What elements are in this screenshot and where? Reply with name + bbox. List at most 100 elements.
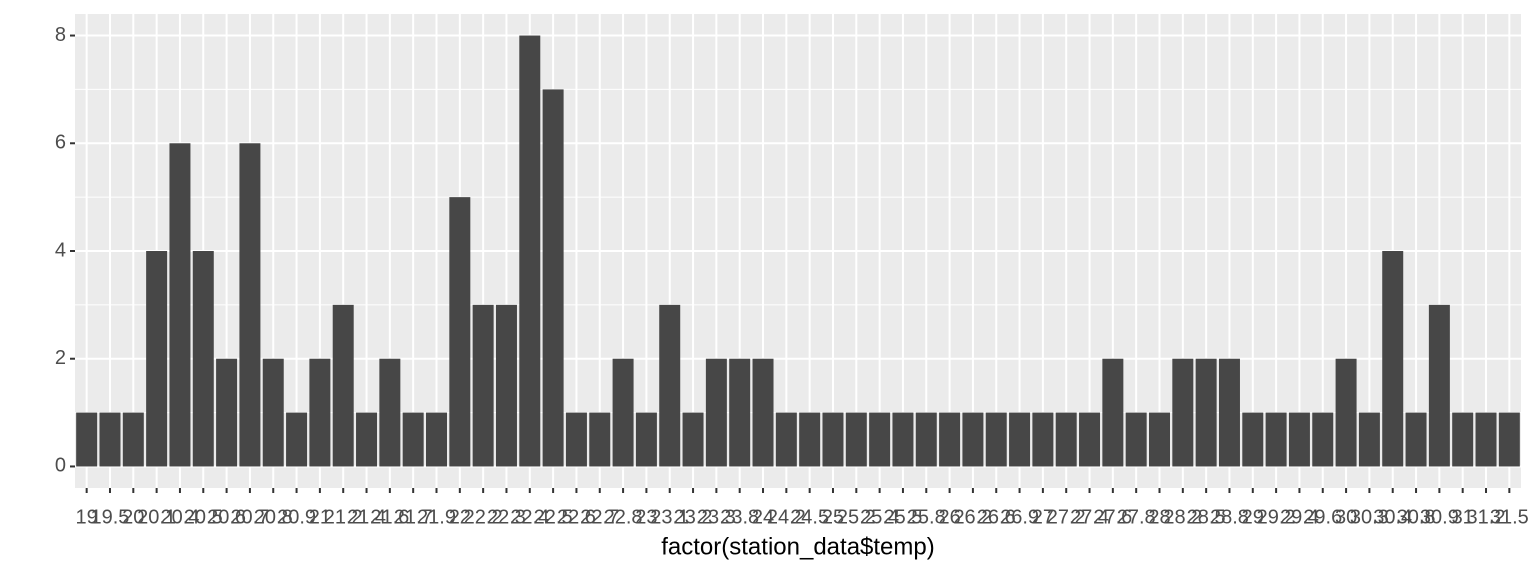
x-tick-label: 30.9 — [1420, 506, 1459, 528]
bar — [1452, 412, 1474, 467]
x-tick-label: 22 — [449, 506, 471, 528]
bar — [146, 251, 168, 467]
x-tick-label: 31.2 — [1467, 506, 1506, 528]
bar — [1288, 412, 1310, 467]
x-tick-label: 27 — [1032, 506, 1054, 528]
x-tick-label: 29.2 — [1257, 506, 1296, 528]
x-tick-label: 25.5 — [883, 506, 922, 528]
y-tick-label: 2 — [55, 347, 66, 369]
x-tick-label: 26.2 — [953, 506, 992, 528]
bar — [1242, 412, 1264, 467]
bar — [1079, 412, 1101, 467]
x-tick-label: 29 — [1242, 506, 1264, 528]
bar — [1032, 412, 1054, 467]
bar — [915, 412, 937, 467]
x-tick-label: 26 — [938, 506, 960, 528]
x-tick-label: 20.1 — [137, 506, 176, 528]
bar — [379, 358, 401, 467]
x-tick-label: 27.8 — [1117, 506, 1156, 528]
bar — [1498, 412, 1520, 467]
x-tick-label: 22.6 — [557, 506, 596, 528]
bar — [939, 412, 961, 467]
x-tick-label: 21.6 — [370, 506, 409, 528]
x-tick-label: 20.8 — [254, 506, 293, 528]
x-tick-label: 20.4 — [160, 506, 199, 528]
x-tick-label: 23 — [635, 506, 657, 528]
bar — [542, 89, 564, 467]
bar — [519, 35, 541, 467]
x-tick-label: 28.5 — [1187, 506, 1226, 528]
bar — [216, 358, 238, 467]
bar — [1312, 412, 1334, 467]
x-tick-label: 19 — [76, 506, 98, 528]
bar — [286, 412, 308, 467]
x-tick-label: 20 — [122, 506, 144, 528]
bar — [682, 412, 704, 467]
bar — [1102, 358, 1124, 467]
bar — [565, 412, 587, 467]
x-tick-label: 20.7 — [230, 506, 269, 528]
bar — [1149, 412, 1170, 467]
x-tick-label: 26.6 — [977, 506, 1016, 528]
x-tick-label: 28.8 — [1210, 506, 1249, 528]
x-tick-label: 21 — [309, 506, 331, 528]
bar — [985, 412, 1007, 467]
bar — [1218, 358, 1240, 467]
x-tick-label: 28 — [1148, 506, 1170, 528]
bar — [426, 412, 447, 467]
x-tick-label: 24 — [752, 506, 774, 528]
bar — [192, 251, 214, 467]
x-tick-label: 27.2 — [1047, 506, 1086, 528]
x-tick-label: 20.9 — [277, 506, 316, 528]
y-tick-label: 4 — [55, 239, 66, 261]
x-tick-label: 25.2 — [837, 506, 876, 528]
x-tick-label: 27.6 — [1093, 506, 1132, 528]
y-tick-label: 8 — [55, 24, 66, 46]
bar — [1195, 358, 1217, 467]
bar — [612, 358, 634, 467]
x-tick-label: 31 — [1452, 506, 1474, 528]
bar — [1265, 412, 1287, 467]
x-tick-label: 21.9 — [417, 506, 456, 528]
x-tick-label: 23.1 — [650, 506, 689, 528]
x-tick-label: 24.5 — [790, 506, 829, 528]
x-tick-label: 23.3 — [697, 506, 736, 528]
x-tick-label: 22.7 — [580, 506, 619, 528]
x-tick-label: 21.2 — [324, 506, 363, 528]
bar — [1405, 412, 1427, 467]
x-tick-label: 25.4 — [860, 506, 899, 528]
bar — [869, 412, 891, 467]
bar — [169, 143, 191, 467]
x-tick-label: 30.4 — [1373, 506, 1412, 528]
x-tick-label: 27.4 — [1070, 506, 1109, 528]
bar — [1428, 304, 1450, 467]
x-tick-label: 22.3 — [487, 506, 526, 528]
bar — [589, 412, 611, 467]
bar — [1009, 412, 1031, 467]
bar — [705, 358, 727, 467]
x-tick-label: 30.8 — [1397, 506, 1436, 528]
x-tick-label: 22.2 — [464, 506, 503, 528]
bar — [1335, 358, 1357, 467]
bar — [239, 143, 261, 467]
bar — [729, 358, 751, 467]
x-tick-label: 26.9 — [1000, 506, 1039, 528]
x-tick-label: 19.5 — [91, 506, 130, 528]
bar — [775, 412, 797, 467]
x-tick-label: 22.8 — [604, 506, 643, 528]
bar — [309, 358, 331, 467]
bar — [356, 412, 378, 467]
bar — [799, 412, 821, 467]
x-tick-label: 20.5 — [184, 506, 223, 528]
bar — [1358, 412, 1380, 467]
x-tick-label: 25 — [822, 506, 844, 528]
bar — [1125, 412, 1147, 467]
x-tick-label: 29.6 — [1303, 506, 1342, 528]
x-tick-label: 23.2 — [674, 506, 713, 528]
x-tick-label: 21.4 — [347, 506, 386, 528]
x-tick-label: 22.4 — [510, 506, 549, 528]
bar — [752, 358, 774, 467]
bar — [1475, 412, 1497, 467]
